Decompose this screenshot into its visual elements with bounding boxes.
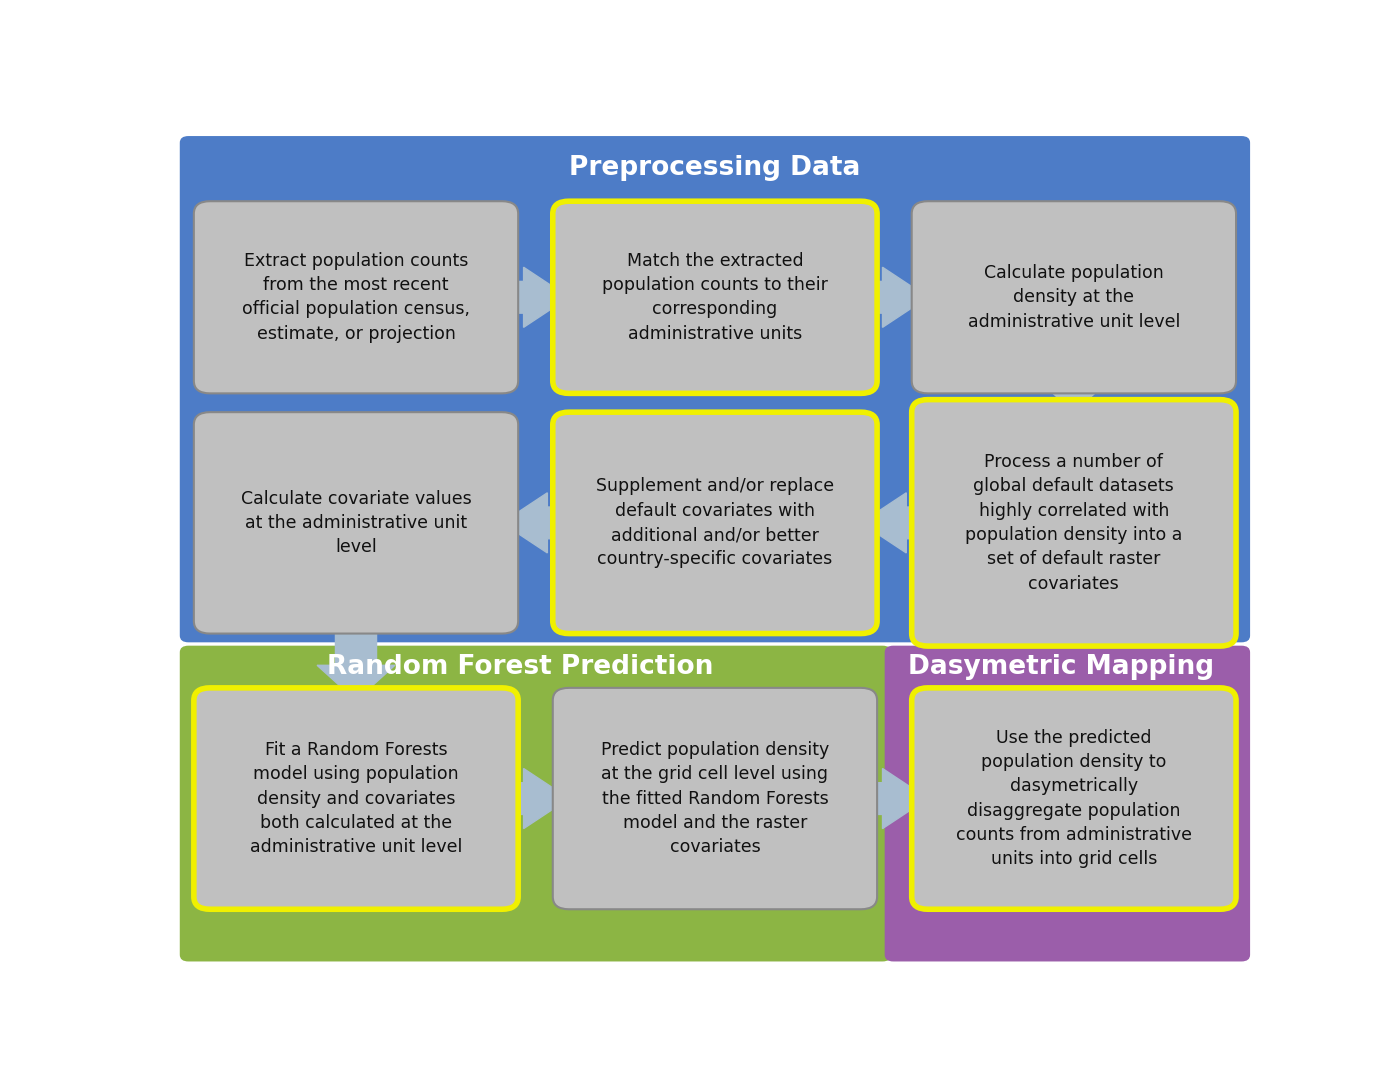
- FancyArrow shape: [502, 493, 569, 553]
- FancyArrow shape: [861, 768, 928, 829]
- Text: Process a number of
global default datasets
highly correlated with
population de: Process a number of global default datas…: [965, 454, 1183, 592]
- FancyBboxPatch shape: [180, 646, 891, 961]
- FancyArrow shape: [861, 493, 928, 553]
- Text: Random Forest Prediction: Random Forest Prediction: [328, 653, 713, 679]
- FancyBboxPatch shape: [552, 201, 877, 394]
- FancyBboxPatch shape: [884, 646, 1250, 961]
- FancyBboxPatch shape: [552, 688, 877, 909]
- Text: Calculate covariate values
at the administrative unit
level: Calculate covariate values at the admini…: [240, 489, 472, 557]
- FancyBboxPatch shape: [194, 412, 518, 634]
- Text: Extract population counts
from the most recent
official population census,
estim: Extract population counts from the most …: [241, 252, 470, 343]
- Text: Predict population density
at the grid cell level using
the fitted Random Forest: Predict population density at the grid c…: [601, 741, 829, 856]
- FancyBboxPatch shape: [912, 688, 1236, 909]
- FancyArrow shape: [502, 768, 569, 829]
- Text: Dasymetric Mapping: Dasymetric Mapping: [908, 653, 1214, 679]
- Text: Calculate population
density at the
administrative unit level: Calculate population density at the admi…: [968, 264, 1180, 331]
- FancyArrow shape: [317, 621, 395, 701]
- Text: Match the extracted
population counts to their
corresponding
administrative unit: Match the extracted population counts to…: [603, 252, 827, 343]
- FancyBboxPatch shape: [552, 412, 877, 634]
- Text: Use the predicted
population density to
dasymetrically
disaggregate population
c: Use the predicted population density to …: [956, 729, 1191, 868]
- Text: Preprocessing Data: Preprocessing Data: [569, 155, 861, 181]
- FancyBboxPatch shape: [912, 399, 1236, 646]
- FancyArrow shape: [861, 267, 928, 328]
- FancyArrow shape: [1035, 378, 1113, 412]
- FancyBboxPatch shape: [194, 688, 518, 909]
- Text: Fit a Random Forests
model using population
density and covariates
both calculat: Fit a Random Forests model using populat…: [250, 741, 462, 856]
- FancyBboxPatch shape: [912, 201, 1236, 394]
- FancyArrow shape: [502, 267, 569, 328]
- FancyBboxPatch shape: [194, 201, 518, 394]
- FancyBboxPatch shape: [180, 136, 1250, 642]
- Text: Supplement and/or replace
default covariates with
additional and/or better
count: Supplement and/or replace default covari…: [596, 477, 834, 569]
